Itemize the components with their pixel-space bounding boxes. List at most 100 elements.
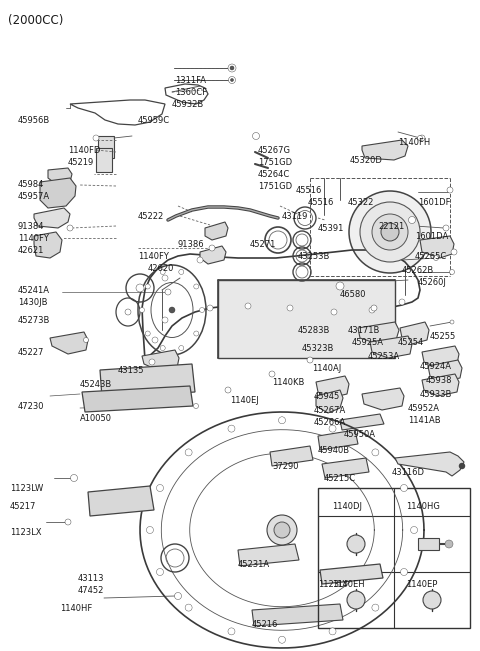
Circle shape — [278, 636, 286, 643]
Text: 46580: 46580 — [340, 290, 367, 299]
Polygon shape — [362, 388, 404, 410]
Text: 45215C: 45215C — [324, 474, 356, 483]
Circle shape — [156, 484, 164, 492]
Polygon shape — [316, 376, 349, 398]
Text: 43119: 43119 — [282, 212, 308, 221]
Text: 1123LW: 1123LW — [10, 484, 43, 493]
Text: 1140AJ: 1140AJ — [312, 364, 341, 373]
Circle shape — [179, 270, 184, 275]
Circle shape — [408, 217, 416, 223]
Text: 47230: 47230 — [18, 402, 45, 411]
Text: 1311FA: 1311FA — [175, 76, 206, 85]
Text: 45260J: 45260J — [418, 278, 447, 287]
Circle shape — [228, 628, 235, 635]
Polygon shape — [422, 374, 459, 396]
Text: 1140DJ: 1140DJ — [332, 502, 362, 511]
Polygon shape — [418, 538, 439, 550]
Text: (2000CC): (2000CC) — [8, 14, 63, 27]
Polygon shape — [400, 322, 429, 344]
Polygon shape — [316, 390, 343, 413]
Ellipse shape — [274, 522, 290, 538]
Text: 1140HG: 1140HG — [406, 502, 440, 511]
Circle shape — [445, 540, 453, 548]
Circle shape — [71, 475, 77, 482]
Polygon shape — [370, 336, 412, 358]
Polygon shape — [218, 280, 395, 358]
Polygon shape — [50, 332, 88, 354]
Circle shape — [399, 299, 405, 305]
Text: 45925A: 45925A — [352, 338, 384, 347]
Circle shape — [347, 535, 365, 553]
Circle shape — [162, 317, 168, 323]
Circle shape — [179, 346, 184, 350]
Circle shape — [329, 628, 336, 635]
Text: 45273B: 45273B — [18, 316, 50, 325]
Circle shape — [194, 284, 199, 289]
Text: 45283B: 45283B — [298, 326, 330, 335]
Text: 45241A: 45241A — [18, 286, 50, 295]
Circle shape — [152, 337, 158, 343]
Circle shape — [169, 307, 175, 313]
Text: 1601DF: 1601DF — [418, 198, 451, 207]
Circle shape — [347, 591, 365, 609]
Circle shape — [451, 249, 457, 255]
Text: 45320D: 45320D — [350, 156, 383, 165]
Circle shape — [287, 305, 293, 311]
Circle shape — [207, 305, 213, 311]
Text: 45243B: 45243B — [80, 380, 112, 389]
Text: 45950A: 45950A — [344, 430, 376, 439]
Circle shape — [450, 320, 454, 324]
Text: 45264C: 45264C — [258, 170, 290, 179]
Text: 1141AB: 1141AB — [408, 416, 441, 425]
Text: 1140KB: 1140KB — [272, 378, 304, 387]
Polygon shape — [252, 604, 343, 626]
Circle shape — [165, 289, 171, 295]
Text: 1140HF: 1140HF — [60, 604, 92, 613]
Text: A10050: A10050 — [80, 414, 112, 423]
Text: 45231A: 45231A — [238, 560, 270, 569]
Circle shape — [145, 284, 150, 289]
Circle shape — [93, 135, 99, 141]
Text: 45253A: 45253A — [368, 352, 400, 361]
Circle shape — [140, 307, 144, 312]
Polygon shape — [48, 168, 72, 184]
Text: 91386: 91386 — [178, 240, 204, 249]
Circle shape — [65, 519, 71, 525]
Circle shape — [400, 484, 408, 492]
Polygon shape — [358, 322, 399, 344]
Polygon shape — [318, 430, 358, 450]
Polygon shape — [100, 364, 195, 398]
Text: 45265C: 45265C — [415, 252, 447, 261]
Text: 45227: 45227 — [18, 348, 44, 357]
Circle shape — [145, 331, 150, 336]
Text: 45262B: 45262B — [402, 266, 434, 275]
Polygon shape — [395, 452, 464, 476]
Text: 47452: 47452 — [78, 586, 104, 595]
Circle shape — [230, 79, 233, 81]
Text: 45957A: 45957A — [18, 192, 50, 201]
Circle shape — [209, 245, 215, 251]
Circle shape — [125, 309, 131, 315]
Circle shape — [369, 307, 375, 313]
Circle shape — [419, 135, 425, 141]
Circle shape — [423, 591, 441, 609]
Circle shape — [136, 284, 144, 292]
Circle shape — [228, 64, 236, 72]
Polygon shape — [422, 346, 459, 368]
Text: 45933B: 45933B — [420, 390, 452, 399]
Circle shape — [67, 225, 73, 231]
Ellipse shape — [372, 214, 408, 250]
Text: 45216: 45216 — [252, 620, 278, 629]
Text: 45322: 45322 — [348, 198, 374, 207]
Circle shape — [278, 417, 286, 424]
Circle shape — [447, 187, 453, 193]
Text: 1140FD: 1140FD — [68, 146, 100, 155]
Text: 45217: 45217 — [10, 502, 36, 511]
Text: 1751GD: 1751GD — [258, 182, 292, 191]
Text: 45516: 45516 — [296, 186, 323, 195]
Circle shape — [372, 449, 379, 456]
Text: 45945: 45945 — [314, 392, 340, 401]
Circle shape — [194, 331, 199, 336]
Circle shape — [149, 359, 155, 365]
Circle shape — [175, 592, 181, 600]
